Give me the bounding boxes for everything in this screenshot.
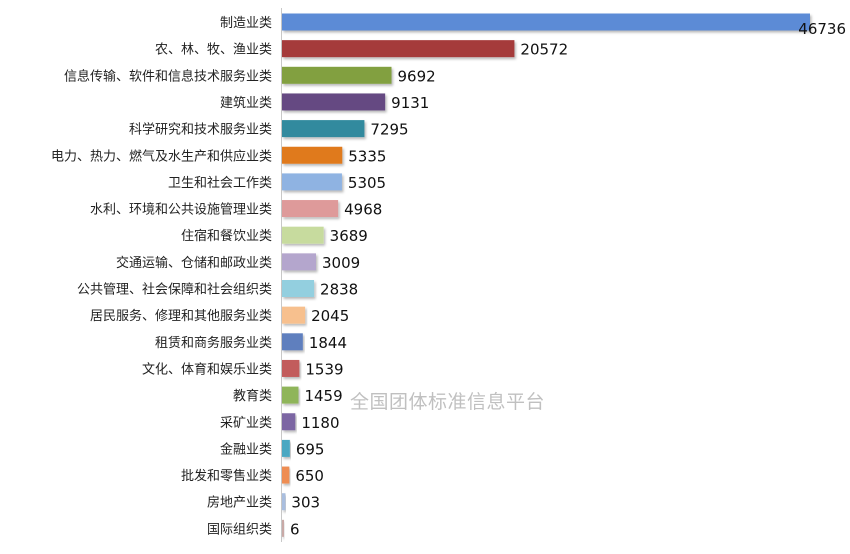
bar: [282, 493, 286, 511]
category-label: 农、林、牧、渔业类: [155, 43, 272, 58]
category-label: 制造业类: [220, 16, 272, 31]
category-label: 教育类: [233, 388, 272, 404]
value-label: 2838: [320, 281, 358, 299]
category-label: 金融业类: [220, 441, 272, 457]
value-label: 9692: [397, 67, 435, 85]
bar: [282, 40, 515, 58]
category-label: 信息传输、软件和信息技术服务业类: [64, 68, 272, 84]
category-label: 采矿业类: [220, 416, 272, 431]
category-label: 科学研究和技术服务业类: [129, 122, 272, 138]
watermark-text: 全国团体标准信息平台: [350, 391, 546, 413]
bar: [282, 359, 300, 377]
bar: [282, 13, 810, 31]
category-label: 水利、环境和公共设施管理业类: [90, 203, 272, 218]
value-label: 1539: [305, 360, 343, 378]
bar: [282, 253, 316, 271]
bar: [282, 413, 296, 431]
category-label: 交通运输、仓储和邮政业类: [116, 255, 272, 271]
bar: [282, 386, 299, 404]
category-label: 房地产业类: [207, 495, 272, 511]
category-label: 公共管理、社会保障和社会组织类: [77, 282, 272, 298]
bar: [282, 306, 306, 324]
bar: [282, 333, 303, 351]
value-label: 5335: [348, 147, 386, 165]
category-label: 卫生和社会工作类: [168, 175, 272, 191]
bar: [282, 519, 284, 537]
value-label: 1459: [304, 387, 342, 405]
value-label: 5305: [348, 174, 386, 192]
category-label: 国际组织类: [207, 522, 272, 537]
category-label: 电力、热力、燃气及水生产和供应业类: [51, 148, 272, 164]
category-label: 居民服务、修理和其他服务业类: [90, 308, 272, 324]
bar: [282, 93, 386, 111]
value-label: 1844: [309, 334, 347, 352]
category-label: 租赁和商务服务业类: [155, 335, 272, 351]
bar: [282, 146, 343, 164]
bar: [282, 226, 324, 244]
bar: [282, 280, 315, 297]
value-label: 7295: [370, 121, 408, 139]
bar: [282, 173, 342, 191]
value-label: 9131: [391, 94, 429, 112]
bar: [282, 200, 339, 218]
value-label: 695: [296, 440, 325, 458]
value-label: 46736: [798, 20, 846, 38]
value-label: 3689: [330, 227, 368, 245]
category-label: 文化、体育和娱乐业类: [142, 361, 272, 377]
value-label: 1180: [301, 414, 339, 432]
bar: [282, 466, 290, 484]
bar: [282, 66, 392, 84]
value-label: 650: [295, 467, 324, 485]
category-label: 批发和零售业类: [181, 468, 272, 484]
category-label: 住宿和餐饮业类: [181, 228, 272, 244]
value-label: 3009: [322, 254, 360, 272]
bar: [282, 120, 365, 138]
value-label: 20572: [520, 41, 568, 59]
category-label: 建筑业类: [220, 95, 272, 111]
value-label: 4968: [344, 201, 382, 219]
value-label: 6: [290, 520, 300, 538]
value-label: 303: [291, 494, 320, 512]
value-label: 2045: [311, 307, 349, 325]
bar: [282, 439, 290, 457]
